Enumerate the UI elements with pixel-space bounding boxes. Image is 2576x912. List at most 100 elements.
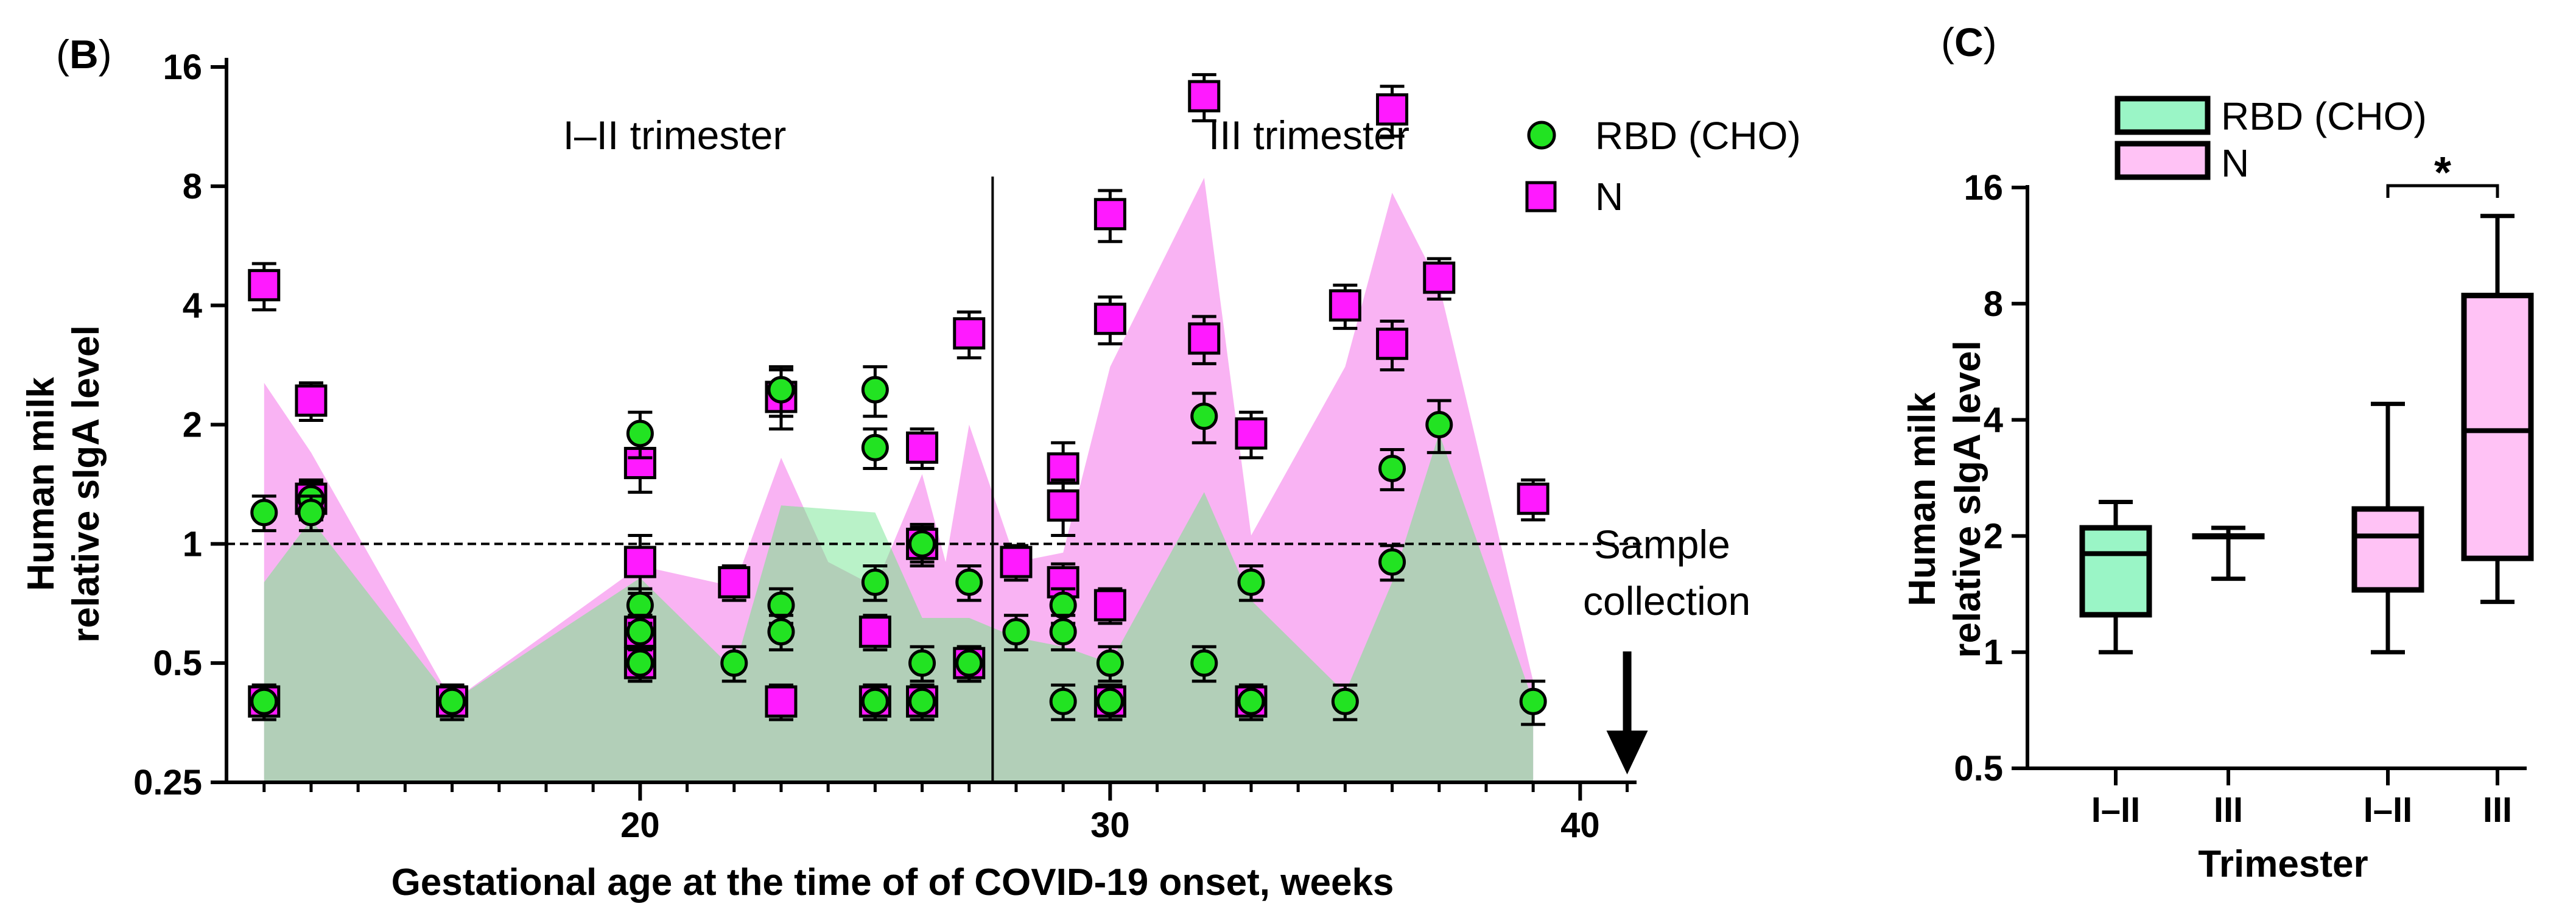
legend-box-rbd — [2114, 96, 2211, 135]
legend-label-n: N — [1595, 175, 1623, 219]
x-tick-label-b: 40 — [1560, 805, 1600, 845]
y-tick-label-b: 8 — [183, 167, 202, 206]
rbd-point — [1190, 402, 1218, 430]
n-point — [248, 268, 281, 301]
scatter-chart-b: 0.25 0.5 1 2 4 8 16 20 30 40 I–II trimester III t… — [20, 47, 1801, 903]
trimester-label-right: III trimester — [1209, 113, 1409, 158]
n-point — [1047, 489, 1079, 522]
x-axis-title-b: Gestational age at the time of of COVID-… — [391, 861, 1394, 903]
x-axis-title-c: Trimester — [2198, 843, 2368, 885]
box-n — [2461, 292, 2534, 561]
n-point — [953, 317, 986, 350]
rbd-point — [626, 419, 654, 447]
n-point — [1047, 566, 1079, 598]
n-point — [1188, 80, 1221, 113]
n-point — [1423, 261, 1456, 294]
n-point — [906, 431, 939, 464]
points-layer — [248, 73, 1549, 726]
rbd-point — [861, 376, 889, 404]
y-tick-label-b: 0.25 — [133, 763, 202, 802]
rbd-point — [1002, 618, 1030, 646]
n-point — [295, 384, 328, 417]
rbd-point — [955, 568, 983, 596]
rbd-point — [1378, 455, 1406, 483]
n-point — [623, 545, 656, 578]
panel-label-c: (C) — [1941, 19, 1997, 65]
boxes-layer — [2079, 214, 2534, 654]
rbd-point — [1049, 687, 1077, 715]
rbd-point — [1519, 687, 1547, 715]
n-point — [1376, 328, 1409, 360]
legend-label-rbd: RBD (CHO) — [1595, 114, 1801, 158]
rbd-point — [1425, 411, 1453, 438]
rbd-point — [908, 649, 936, 677]
rbd-point — [1331, 687, 1359, 715]
n-point — [1047, 452, 1079, 485]
n-point — [1093, 589, 1126, 622]
rbd-point — [908, 687, 936, 715]
rbd-point — [626, 649, 654, 677]
x-tick-label-c: I–II — [2091, 790, 2141, 830]
y-tick-label-c: 8 — [1984, 284, 2003, 324]
rbd-point — [1237, 568, 1265, 596]
significance-star: * — [2434, 149, 2451, 197]
n-point — [718, 566, 751, 598]
legend-marker-rbd — [1527, 121, 1556, 150]
y-axis-title-b-line2: relative sIgA level — [65, 325, 107, 643]
rbd-point — [1237, 687, 1265, 715]
n-point — [1328, 289, 1361, 322]
y-tick-label-c: 0.5 — [1954, 749, 2003, 788]
y-axis-title-c-line1: Human milk — [1901, 392, 1943, 606]
rbd-point — [1049, 591, 1077, 619]
y-axis-title-c-line2: relative sIgA level — [1946, 340, 1988, 658]
y-tick-label-b: 16 — [163, 47, 202, 87]
y-tick-label-b: 2 — [183, 405, 202, 445]
n-point — [765, 685, 798, 718]
legend-c: RBD (CHO) N — [2114, 94, 2427, 185]
n-point — [1093, 303, 1126, 335]
rbd-point — [861, 568, 889, 596]
n-point — [1376, 93, 1409, 126]
rbd-point — [250, 499, 278, 527]
y-tick-label-c: 2 — [1984, 516, 2003, 556]
rbd-point — [720, 649, 748, 677]
sample-collection-label-line2: collection — [1583, 578, 1750, 623]
x-tick-label-b: 30 — [1090, 805, 1130, 845]
rbd-point — [1096, 687, 1124, 715]
legend-box-n — [2114, 141, 2211, 180]
rbd-point — [861, 687, 889, 715]
box-rbd — [2079, 525, 2152, 618]
n-point — [1000, 545, 1033, 578]
sample-collection-label-line1: Sample — [1594, 522, 1730, 567]
y-tick-label-b: 4 — [183, 286, 202, 326]
x-tick-label-b: 20 — [620, 805, 660, 845]
trimester-label-left: I–II trimester — [563, 113, 787, 158]
y-tick-label-c: 1 — [1984, 633, 2003, 672]
rbd-point — [1378, 548, 1406, 576]
rbd-point — [955, 649, 983, 677]
rbd-point — [767, 591, 795, 619]
box-chart-c: 0.5 1 2 4 8 16 I–II III I–II III RBD (CHO) N * Tr… — [1901, 94, 2534, 885]
y-axis-title-b-line1: Human milk — [20, 377, 62, 591]
legend-b: RBD (CHO) N — [1525, 114, 1801, 219]
rbd-point — [767, 376, 795, 404]
rbd-point — [908, 530, 936, 558]
sample-arrow-head — [1606, 731, 1648, 774]
box-n — [2351, 506, 2424, 593]
n-point — [1093, 198, 1126, 231]
n-point — [1235, 417, 1268, 450]
x-tick-label-c: III — [2483, 790, 2512, 830]
rbd-point — [297, 499, 325, 527]
x-tick-label-c: I–II — [2364, 790, 2413, 830]
panel-label-b: (B) — [56, 32, 112, 77]
x-tick-label-c: III — [2214, 790, 2243, 830]
legend-marker-n — [1525, 181, 1557, 212]
rbd-point — [1049, 618, 1077, 646]
n-point — [1517, 482, 1549, 515]
rbd-point — [1190, 649, 1218, 677]
n-point — [858, 616, 891, 648]
rbd-point — [626, 591, 654, 619]
significance-bracket: * — [2386, 149, 2499, 198]
y-tick-label-b: 1 — [183, 524, 202, 564]
